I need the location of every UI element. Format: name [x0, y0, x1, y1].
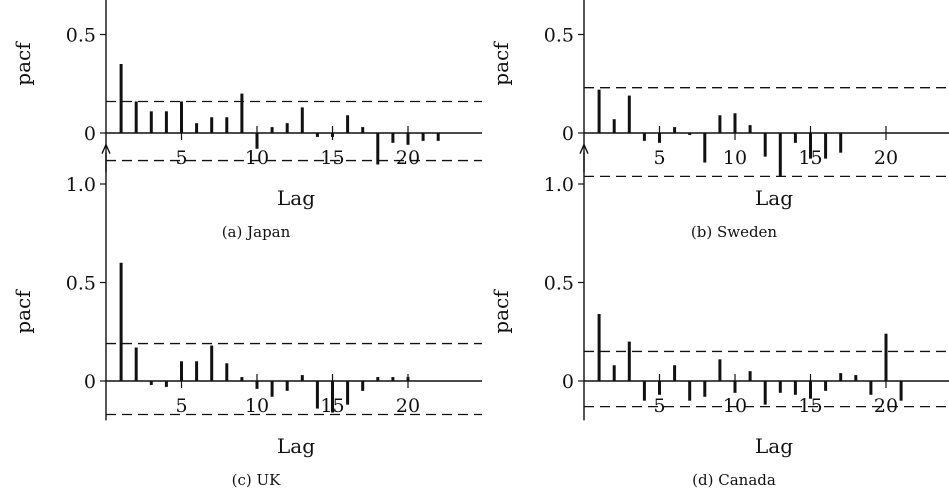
- x-tick-label: 20: [874, 395, 898, 417]
- panel-caption: (a) Japan: [222, 223, 291, 241]
- x-tick-label: 10: [245, 395, 269, 417]
- y-tick-label: 0.5: [544, 25, 574, 47]
- y-tick-label: 0: [562, 123, 574, 145]
- x-tick-label: 20: [874, 147, 898, 169]
- x-tick-label: 20: [396, 395, 420, 417]
- panel-caption: (b) Sweden: [691, 223, 778, 241]
- x-tick-label: 5: [175, 147, 187, 169]
- y-tick-label: 1.0: [544, 174, 574, 196]
- x-axis-label: Lag: [755, 434, 793, 458]
- x-tick-label: 5: [653, 395, 665, 417]
- panel-caption: (d) Canada: [692, 471, 776, 489]
- x-tick-label: 10: [245, 147, 269, 169]
- y-tick-label: 0: [84, 371, 96, 393]
- y-axis-label: pacf: [489, 41, 513, 86]
- x-axis-label: Lag: [277, 186, 315, 210]
- x-tick-label: 10: [723, 147, 747, 169]
- y-axis-arrow: [101, 142, 111, 154]
- x-tick-label: 5: [653, 147, 665, 169]
- y-axis-label: pacf: [489, 289, 513, 334]
- panel-caption: (c) UK: [232, 471, 282, 489]
- y-axis-arrow: [579, 142, 589, 154]
- x-tick-label: 15: [320, 147, 344, 169]
- y-tick-label: 0: [84, 123, 96, 145]
- chart-panel: 0 0.5 1.0 5 10 15 20 Lag pacf (a) Japan: [11, 0, 482, 241]
- y-tick-label: 0: [562, 371, 574, 393]
- y-tick-label: 0.5: [66, 273, 96, 295]
- y-tick-label: 0.5: [66, 25, 96, 47]
- x-tick-label: 20: [396, 147, 420, 169]
- y-tick-label: 1.0: [66, 174, 96, 196]
- x-axis-label: Lag: [755, 186, 793, 210]
- x-axis-label: Lag: [277, 434, 315, 458]
- y-axis-label: pacf: [11, 289, 35, 334]
- y-axis-label: pacf: [11, 41, 35, 86]
- chart-panel: 0 0.5 1.0 5 10 15 20 Lag pacf (c) UK: [11, 142, 482, 489]
- y-tick-label: 0.5: [544, 273, 574, 295]
- x-tick-label: 5: [175, 395, 187, 417]
